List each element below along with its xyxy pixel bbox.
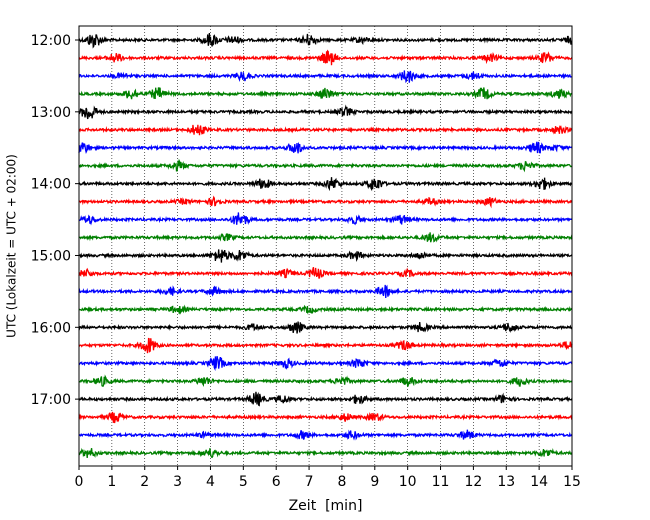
trace-1515 bbox=[78, 266, 573, 279]
y-tick-label: 13:00 bbox=[31, 105, 71, 121]
x-tick-label: 12 bbox=[464, 474, 482, 490]
x-tick-label: 13 bbox=[497, 474, 515, 490]
trace-1745 bbox=[78, 447, 573, 459]
trace-1215 bbox=[78, 49, 573, 66]
traces-group bbox=[78, 32, 573, 459]
trace-1400 bbox=[78, 177, 573, 192]
y-axis-ticks: 12:00 13:00 14:00 15:00 16:00 17:00 bbox=[31, 33, 79, 408]
trace-1530 bbox=[78, 284, 573, 298]
x-tick-label: 9 bbox=[370, 474, 379, 490]
x-tick-label: 1 bbox=[107, 474, 116, 490]
trace-1300 bbox=[78, 104, 573, 120]
y-tick-label: 12:00 bbox=[31, 33, 71, 49]
x-tick-label: 15 bbox=[563, 474, 581, 490]
x-tick-label: 3 bbox=[173, 474, 182, 490]
trace-1415 bbox=[78, 195, 573, 209]
trace-1630 bbox=[78, 356, 573, 372]
trace-1700 bbox=[78, 391, 573, 407]
trace-1715 bbox=[78, 411, 573, 424]
vertical-grid bbox=[111, 26, 540, 466]
trace-1545 bbox=[78, 304, 573, 315]
y-tick-label: 16:00 bbox=[31, 320, 71, 336]
x-tick-label: 14 bbox=[530, 474, 548, 490]
trace-1230 bbox=[78, 70, 573, 84]
trace-1645 bbox=[78, 374, 573, 387]
y-tick-label: 15:00 bbox=[31, 248, 71, 264]
trace-1200 bbox=[78, 32, 573, 49]
x-tick-label: 10 bbox=[399, 474, 417, 490]
trace-1615 bbox=[78, 337, 573, 354]
x-tick-label: 6 bbox=[272, 474, 281, 490]
trace-1600 bbox=[78, 321, 573, 334]
x-tick-label: 8 bbox=[337, 474, 346, 490]
trace-1345 bbox=[78, 158, 573, 173]
trace-1245 bbox=[78, 87, 573, 100]
x-tick-label: 2 bbox=[140, 474, 149, 490]
y-tick-label: 17:00 bbox=[31, 392, 71, 408]
trace-1500 bbox=[78, 249, 573, 263]
x-axis-label: Zeit [min] bbox=[289, 498, 363, 514]
y-tick-label: 14:00 bbox=[31, 177, 71, 193]
trace-1730 bbox=[78, 429, 573, 441]
x-tick-label: 7 bbox=[305, 474, 314, 490]
x-tick-label: 5 bbox=[239, 474, 248, 490]
trace-1315 bbox=[78, 124, 573, 136]
x-tick-label: 4 bbox=[206, 474, 215, 490]
x-axis-ticks: 0 1 2 3 4 5 6 7 8 9 10 11 12 13 14 15 bbox=[75, 466, 581, 490]
trace-1330 bbox=[78, 141, 573, 155]
trace-1445 bbox=[78, 232, 573, 243]
x-tick-label: 11 bbox=[432, 474, 450, 490]
y-axis-label: UTC (Lokalzeit = UTC + 02:00) bbox=[5, 154, 19, 338]
trace-1430 bbox=[78, 212, 573, 226]
x-tick-label: 0 bbox=[75, 474, 84, 490]
plot-frame bbox=[78, 25, 573, 467]
